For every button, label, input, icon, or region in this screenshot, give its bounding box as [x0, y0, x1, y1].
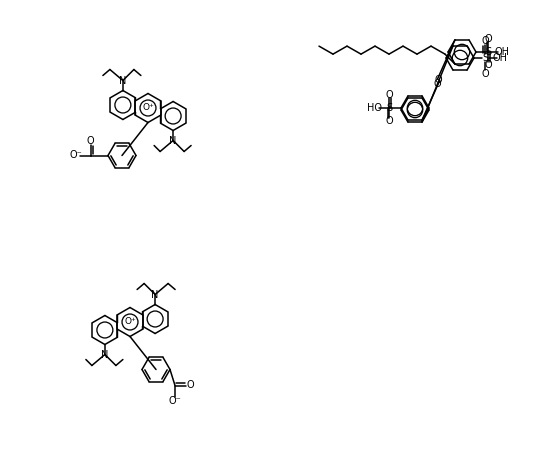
Text: S: S — [386, 103, 392, 113]
Text: N: N — [101, 350, 109, 360]
Text: O: O — [186, 381, 194, 391]
Text: O: O — [435, 75, 442, 85]
Text: O⁺: O⁺ — [124, 318, 136, 327]
Text: O: O — [86, 135, 94, 145]
Text: O⁻: O⁻ — [70, 150, 82, 161]
Text: N: N — [169, 135, 177, 145]
Text: O: O — [481, 69, 489, 79]
Text: O: O — [433, 79, 441, 89]
Text: N: N — [151, 289, 159, 300]
Text: O: O — [484, 34, 492, 44]
Text: HO: HO — [368, 103, 383, 113]
Text: O⁻: O⁻ — [169, 396, 181, 405]
Text: S: S — [485, 47, 491, 57]
Text: O: O — [385, 90, 393, 100]
Text: S: S — [482, 53, 488, 63]
Text: O: O — [385, 116, 393, 126]
Text: OH: OH — [494, 47, 510, 57]
Text: OH: OH — [493, 53, 507, 63]
Text: O: O — [481, 36, 489, 46]
Text: O⁺: O⁺ — [142, 104, 154, 112]
Text: O: O — [484, 60, 492, 70]
Text: N: N — [119, 76, 127, 86]
